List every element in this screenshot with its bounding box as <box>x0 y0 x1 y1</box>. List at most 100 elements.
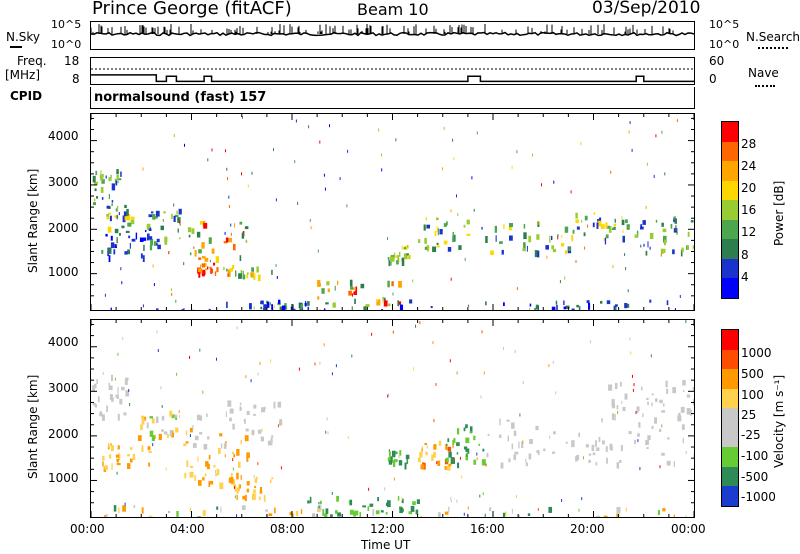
power-cell <box>592 222 595 228</box>
velocity-cell <box>392 450 396 457</box>
power-cell <box>147 233 150 241</box>
power-speck <box>211 148 213 152</box>
power-speck <box>532 153 533 157</box>
power-speck <box>228 195 230 199</box>
power-cell <box>209 267 212 273</box>
velocity-speck <box>298 367 300 371</box>
velocity-cell <box>575 456 578 462</box>
power-cell <box>208 308 211 310</box>
velocity-cell <box>372 509 375 516</box>
velocity-cell <box>255 476 258 481</box>
velocity-speck <box>621 400 623 404</box>
power-cell <box>381 309 384 310</box>
velocity-ytick-2000: 2000 <box>48 427 79 441</box>
power-ytick-3000: 3000 <box>48 175 79 189</box>
power-speck <box>442 167 443 171</box>
power-cell <box>239 255 242 261</box>
velocity-cell <box>168 511 170 513</box>
power-cell <box>120 171 122 177</box>
power-cell <box>223 266 225 270</box>
velocity-cell <box>473 459 477 465</box>
power-cell <box>395 255 399 258</box>
power-speck <box>319 140 321 144</box>
power-speck <box>339 177 341 181</box>
velocity-cell <box>431 454 434 461</box>
power-cell <box>545 245 549 250</box>
velocity-cell <box>307 500 310 504</box>
velocity-cell <box>487 433 490 436</box>
velocity-cell <box>223 443 227 449</box>
power-cell <box>153 241 157 246</box>
power-speck <box>625 267 627 271</box>
power-speck <box>443 126 445 130</box>
velocity-speck <box>589 340 591 344</box>
velocity-cell <box>244 435 249 442</box>
power-cell <box>649 299 652 303</box>
velocity-cell <box>398 460 403 466</box>
velocity-cell <box>401 498 404 504</box>
power-cell <box>110 242 115 249</box>
power-cell <box>557 234 559 237</box>
velocity-speck <box>128 389 130 392</box>
velocity-cell <box>654 417 657 424</box>
velocity-cell <box>452 440 455 445</box>
velocity-cell <box>624 393 628 400</box>
power-cell <box>687 231 690 237</box>
power-speck <box>628 130 630 134</box>
power-cell <box>107 226 112 233</box>
power-speck <box>378 128 380 132</box>
power-cell <box>388 260 390 267</box>
power-cell <box>661 222 664 227</box>
power-cell <box>565 305 570 309</box>
power-cell <box>606 225 610 229</box>
nsearch-legend-dots <box>758 47 788 49</box>
power-cell <box>177 228 179 233</box>
power-cell <box>100 187 104 193</box>
power-cell <box>383 297 386 301</box>
velocity-cell <box>611 399 615 407</box>
power-speck <box>297 201 299 205</box>
velocity-cell <box>239 402 242 406</box>
velocity-cell <box>130 458 133 463</box>
power-speck <box>581 219 583 223</box>
vel-cbar-tick-25: 25 <box>741 408 757 422</box>
power-speck <box>120 267 122 271</box>
velocity-cell <box>183 443 187 447</box>
power-cell <box>551 245 554 250</box>
velocity-cell <box>647 401 649 406</box>
velocity-cell <box>387 457 392 462</box>
power-cell <box>576 304 579 308</box>
velocity-speck <box>245 375 247 379</box>
power-speck <box>664 172 666 176</box>
velocity-cell <box>203 444 208 450</box>
power-cell <box>108 194 110 199</box>
velocity-cell <box>686 394 691 398</box>
velocity-cell <box>236 494 238 501</box>
power-cell <box>191 228 195 234</box>
velocity-cell <box>335 510 338 514</box>
velocity-cell <box>622 406 626 412</box>
velocity-speck <box>482 492 484 496</box>
velocity-speck <box>552 360 554 364</box>
power-cell <box>234 223 235 228</box>
power-cell <box>537 250 540 258</box>
velocity-cell <box>169 410 173 417</box>
velocity-cell <box>111 463 113 470</box>
power-cell <box>257 274 261 282</box>
power-cell <box>564 226 569 233</box>
nsky-legend-line <box>10 46 22 48</box>
power-speck <box>227 273 229 277</box>
power-cell <box>426 224 430 229</box>
power-cbar-tick-8: 8 <box>741 248 749 262</box>
velocity-ylabel: Slant Range [km] <box>26 374 40 479</box>
noise-ytick-left-bottom: 10^0 <box>51 38 82 51</box>
velocity-cell <box>194 474 196 481</box>
power-cell <box>522 248 526 252</box>
velocity-cell <box>140 424 143 430</box>
velocity-cell <box>236 487 239 494</box>
velocity-cell <box>204 473 207 477</box>
velocity-cell <box>198 480 202 486</box>
velocity-cell <box>595 440 597 447</box>
velocity-speck <box>452 458 454 462</box>
power-cell <box>434 230 437 236</box>
